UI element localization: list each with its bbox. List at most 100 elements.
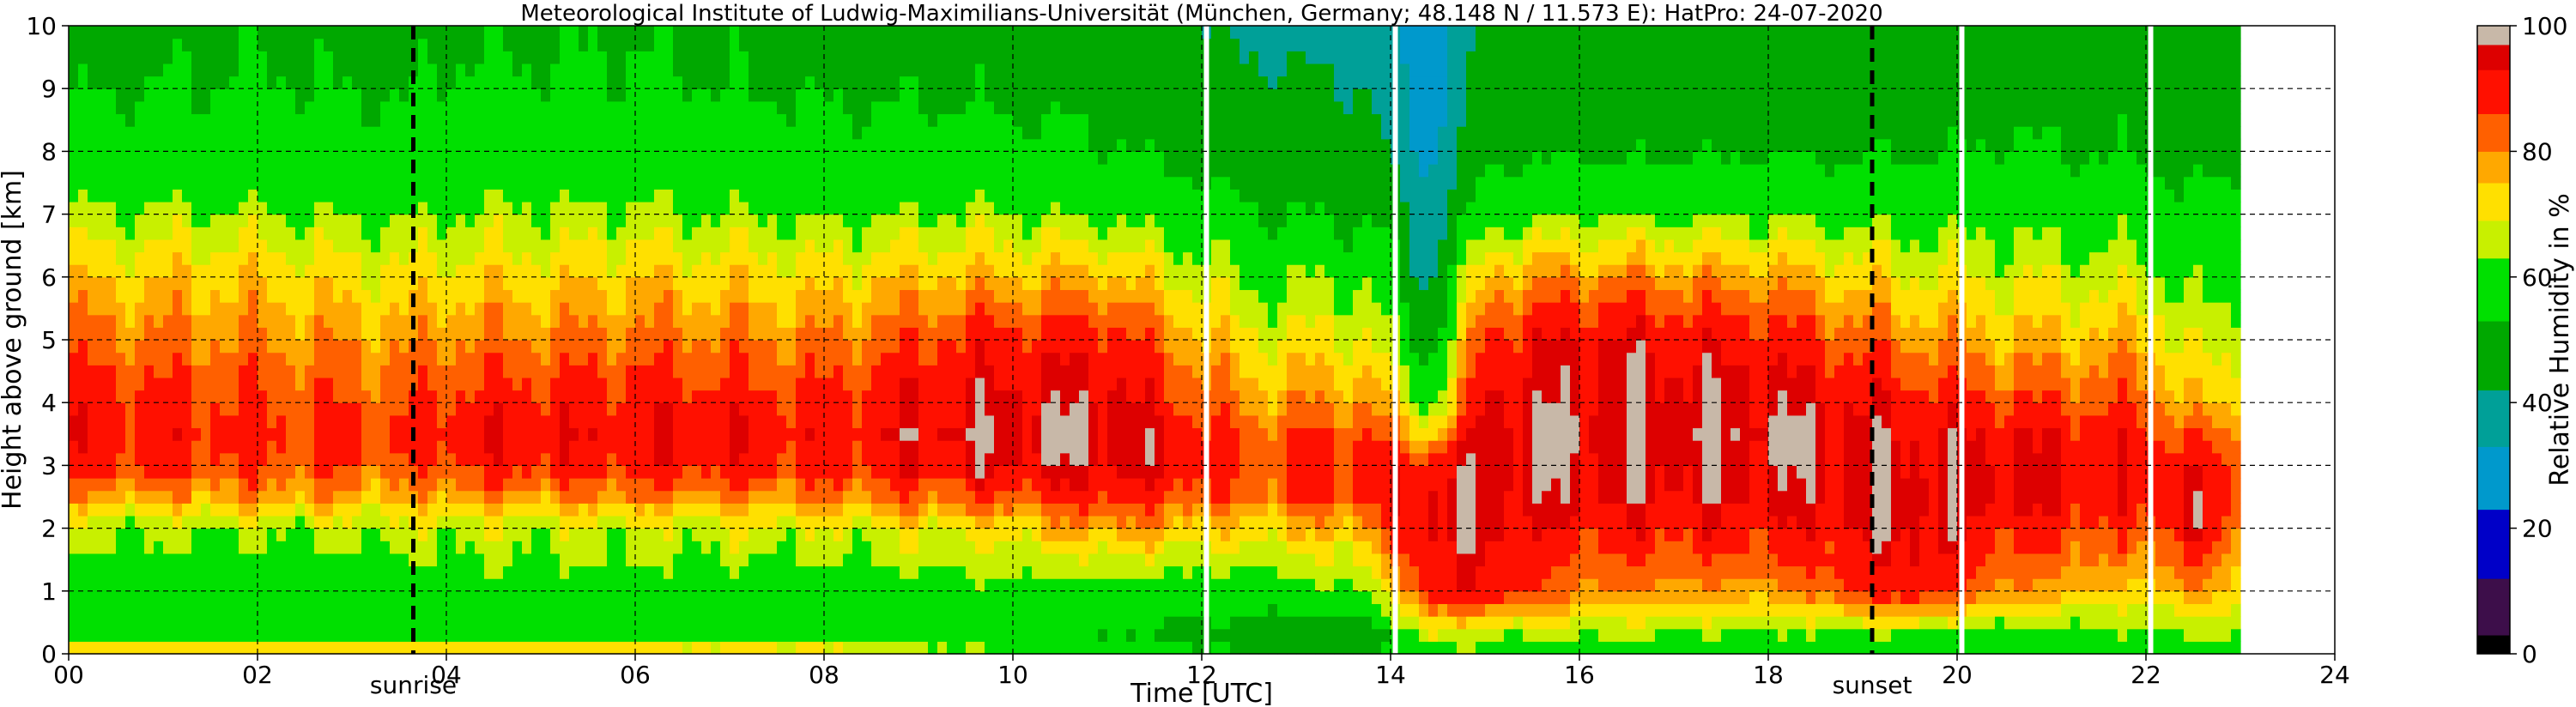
heatmap-cell bbox=[758, 528, 768, 541]
heatmap-cell bbox=[191, 38, 202, 51]
heatmap-cell bbox=[352, 590, 362, 605]
heatmap-cell bbox=[692, 478, 702, 492]
heatmap-cell bbox=[182, 616, 192, 630]
heatmap-cell bbox=[484, 227, 494, 240]
heatmap-cell bbox=[947, 276, 957, 291]
heatmap-cell bbox=[314, 440, 324, 454]
heatmap-cell bbox=[531, 164, 542, 178]
heatmap-cell bbox=[465, 126, 476, 140]
heatmap-cell bbox=[550, 503, 561, 517]
heatmap-cell bbox=[928, 239, 938, 253]
heatmap-cell bbox=[673, 377, 683, 391]
heatmap-cell bbox=[116, 352, 126, 366]
heatmap-cell bbox=[937, 377, 948, 391]
heatmap-cell bbox=[749, 289, 759, 303]
heatmap-cell bbox=[361, 38, 372, 51]
heatmap-cell bbox=[975, 189, 985, 202]
heatmap-cell bbox=[758, 314, 768, 328]
heatmap-cell bbox=[852, 352, 863, 366]
heatmap-cell bbox=[645, 302, 655, 316]
heatmap-cell bbox=[824, 390, 834, 403]
heatmap-cell bbox=[815, 138, 825, 152]
heatmap-cell bbox=[569, 289, 579, 303]
heatmap-cell bbox=[494, 541, 504, 554]
heatmap-cell bbox=[465, 113, 476, 127]
heatmap-cell bbox=[191, 352, 202, 366]
heatmap-cell bbox=[796, 402, 806, 416]
heatmap-cell bbox=[805, 465, 815, 479]
heatmap-cell bbox=[758, 565, 768, 579]
heatmap-cell bbox=[956, 251, 967, 265]
heatmap-cell bbox=[635, 465, 646, 479]
heatmap-cell bbox=[295, 189, 306, 202]
heatmap-cell bbox=[484, 164, 494, 178]
heatmap-cell bbox=[371, 189, 381, 202]
heatmap-cell bbox=[966, 100, 976, 115]
heatmap-cell bbox=[852, 603, 863, 617]
heatmap-cell bbox=[626, 113, 636, 127]
heatmap-cell bbox=[427, 227, 438, 240]
heatmap-cell bbox=[956, 340, 967, 354]
heatmap-cell bbox=[852, 414, 863, 429]
heatmap-cell bbox=[305, 26, 315, 39]
heatmap-cell bbox=[635, 515, 646, 529]
heatmap-cell bbox=[909, 100, 919, 115]
heatmap-cell bbox=[210, 402, 221, 416]
heatmap-cell bbox=[749, 38, 759, 51]
heatmap-cell bbox=[881, 528, 891, 541]
heatmap-cell bbox=[730, 151, 740, 165]
heatmap-cell bbox=[937, 264, 948, 278]
heatmap-cell bbox=[154, 88, 164, 102]
heatmap-cell bbox=[361, 201, 372, 215]
heatmap-cell bbox=[692, 63, 702, 77]
heatmap-cell bbox=[607, 427, 617, 441]
heatmap-cell bbox=[409, 38, 419, 51]
heatmap-cell bbox=[427, 264, 438, 278]
heatmap-cell bbox=[201, 452, 211, 466]
heatmap-cell bbox=[295, 590, 306, 605]
heatmap-cell bbox=[418, 327, 428, 341]
heatmap-cell bbox=[418, 590, 428, 605]
heatmap-cell bbox=[758, 365, 768, 378]
heatmap-cell bbox=[78, 503, 88, 517]
heatmap-cell bbox=[692, 227, 702, 240]
heatmap-cell bbox=[135, 314, 145, 328]
heatmap-cell bbox=[815, 76, 825, 89]
heatmap-cell bbox=[805, 478, 815, 492]
heatmap-cell bbox=[78, 478, 88, 492]
heatmap-cell bbox=[295, 565, 306, 579]
heatmap-cell bbox=[314, 427, 324, 441]
heatmap-cell bbox=[191, 490, 202, 504]
heatmap-cell bbox=[371, 616, 381, 630]
heatmap-cell bbox=[918, 478, 929, 492]
heatmap-cell bbox=[994, 239, 1004, 253]
heatmap-cell bbox=[494, 176, 504, 190]
heatmap-cell bbox=[97, 201, 107, 215]
heatmap-cell bbox=[446, 390, 457, 403]
heatmap-cell bbox=[616, 628, 627, 642]
heatmap-cell bbox=[541, 603, 551, 617]
heatmap-cell bbox=[106, 528, 117, 541]
heatmap-cell bbox=[833, 503, 844, 517]
heatmap-cell bbox=[730, 176, 740, 190]
heatmap-cell bbox=[371, 227, 381, 240]
heatmap-cell bbox=[182, 264, 192, 278]
heatmap-cell bbox=[777, 201, 787, 215]
heatmap-cell bbox=[758, 164, 768, 178]
heatmap-cell bbox=[682, 38, 693, 51]
heatmap-cell bbox=[503, 164, 513, 178]
heatmap-cell bbox=[531, 603, 542, 617]
heatmap-cell bbox=[267, 201, 277, 215]
heatmap-cell bbox=[182, 138, 192, 152]
heatmap-cell bbox=[305, 440, 315, 454]
heatmap-cell bbox=[720, 63, 730, 77]
heatmap-cell bbox=[531, 440, 542, 454]
heatmap-cell bbox=[229, 414, 239, 429]
heatmap-cell bbox=[824, 151, 834, 165]
heatmap-cell bbox=[380, 38, 391, 51]
heatmap-cell bbox=[494, 239, 504, 253]
heatmap-cell bbox=[437, 352, 447, 366]
heatmap-cell bbox=[465, 452, 476, 466]
heatmap-cell bbox=[475, 578, 485, 592]
heatmap-cell bbox=[673, 414, 683, 429]
